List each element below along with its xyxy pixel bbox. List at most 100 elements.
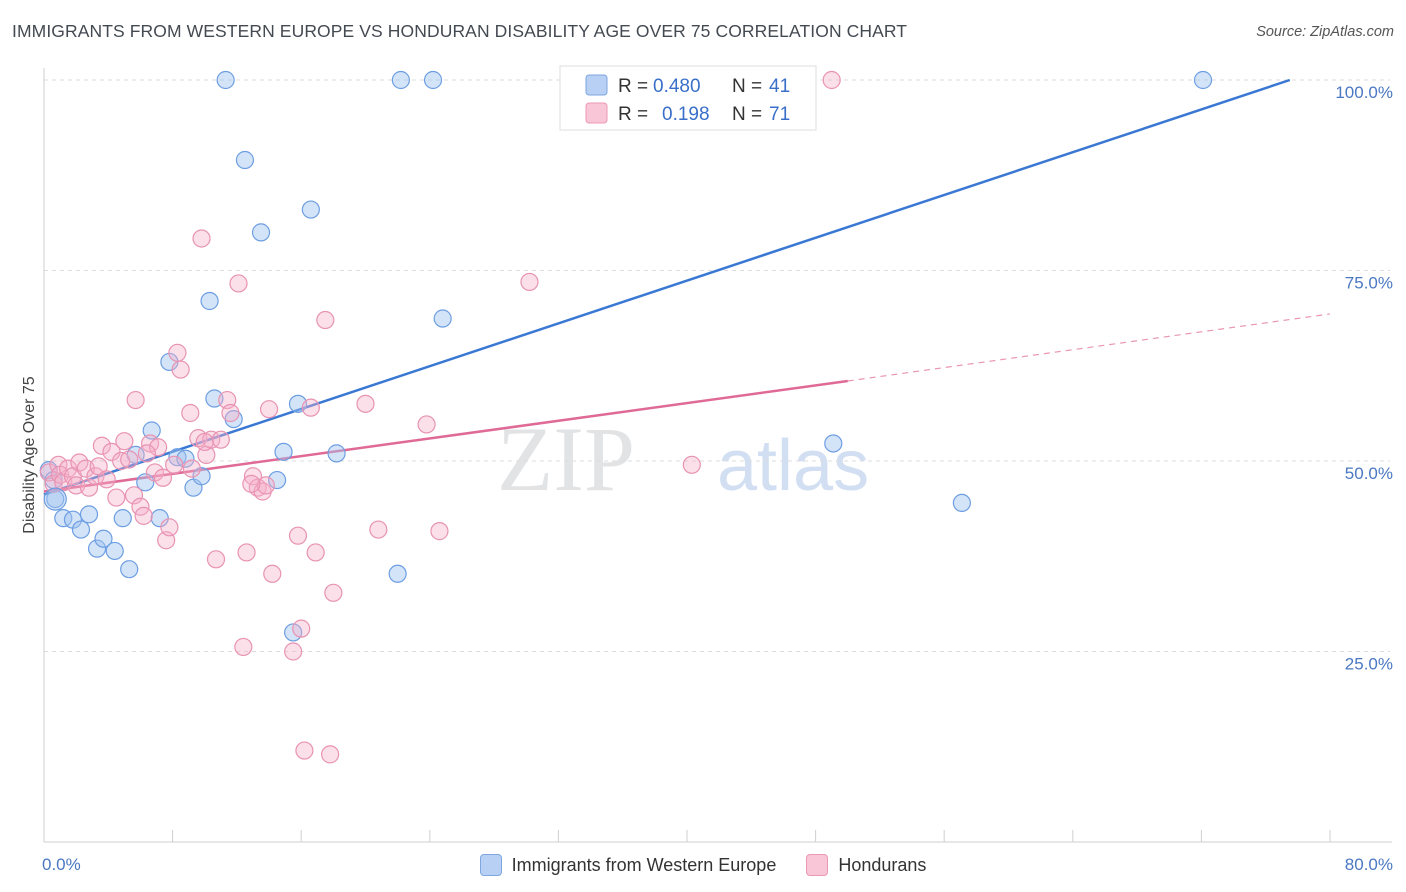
trend-extension-hondurans	[847, 313, 1331, 382]
point-hondurans	[86, 467, 105, 486]
point-hondurans	[242, 474, 261, 493]
point-hondurans	[520, 272, 539, 292]
point-hondurans	[134, 506, 153, 525]
point-hondurans	[256, 476, 275, 495]
point-western-europe	[391, 70, 410, 90]
point-hondurans	[120, 450, 139, 469]
point-hondurans	[182, 459, 201, 478]
legend-swatch-pink	[585, 102, 608, 124]
legend-swatch-western-europe	[479, 854, 502, 876]
legend-r-label-blue: R =	[618, 76, 648, 97]
point-hondurans	[195, 432, 214, 452]
point-western-europe	[200, 291, 219, 311]
point-hondurans	[430, 522, 449, 541]
point-hondurans	[168, 343, 187, 362]
point-hondurans	[89, 457, 108, 476]
point-western-europe	[43, 487, 67, 511]
zipatlas-watermark: ZIP atlas	[497, 408, 869, 510]
legend-r-label-pink: R =	[618, 104, 648, 125]
point-hondurans	[369, 520, 388, 539]
point-hondurans	[292, 619, 311, 638]
point-hondurans	[92, 436, 111, 455]
point-hondurans	[306, 543, 325, 562]
point-western-europe	[824, 434, 843, 453]
legend-label-western-europe: Immigrants from Western Europe	[511, 854, 777, 875]
point-western-europe	[192, 467, 211, 486]
point-hondurans	[137, 444, 156, 463]
point-hondurans	[417, 415, 436, 434]
point-hondurans	[822, 70, 841, 90]
point-hondurans	[356, 394, 375, 413]
point-western-europe	[251, 223, 271, 242]
watermark-zip: ZIP	[497, 408, 635, 510]
stats-legend: R = 0.480 N = 41 R = 0.198 N = 71	[559, 65, 817, 131]
x-tick-label-end: 80.0%	[1345, 855, 1393, 874]
point-hondurans	[221, 403, 240, 423]
point-western-europe	[433, 309, 452, 328]
legend-swatch-blue	[585, 74, 608, 96]
legend-swatch-hondurans	[806, 854, 829, 876]
y-tick-label: 75.0%	[1345, 274, 1393, 293]
watermark-atlas: atlas	[717, 426, 869, 506]
legend-r-value-blue: 0.480	[653, 76, 701, 97]
point-hondurans	[263, 564, 282, 583]
point-hondurans	[229, 274, 248, 293]
point-hondurans	[97, 470, 116, 489]
point-hondurans	[79, 478, 99, 497]
point-western-europe	[87, 539, 107, 558]
point-hondurans	[259, 400, 279, 419]
point-hondurans	[102, 442, 121, 461]
point-western-europe	[274, 442, 293, 461]
point-hondurans	[284, 642, 303, 661]
legend-item-hondurans: Hondurans	[806, 854, 926, 876]
point-western-europe	[79, 505, 99, 524]
point-western-europe	[105, 541, 124, 561]
point-western-europe	[235, 150, 255, 170]
point-western-europe	[952, 493, 971, 513]
legend-item-western-europe: Immigrants from Western Europe	[479, 854, 777, 876]
point-hondurans	[171, 360, 190, 379]
axes: 25.0% 50.0% 75.0% 100.0% 0.0% 80.0%	[42, 68, 1393, 874]
point-western-europe	[1193, 70, 1213, 90]
point-western-europe	[327, 444, 346, 463]
point-hondurans	[149, 438, 168, 457]
point-hondurans	[237, 543, 256, 562]
point-western-europe	[113, 509, 132, 528]
y-tick-label: 100.0%	[1335, 83, 1393, 102]
legend-n-label-blue: N =	[732, 76, 762, 97]
point-western-europe	[120, 560, 139, 579]
point-hondurans	[682, 455, 701, 474]
point-western-europe	[216, 70, 235, 90]
point-hondurans	[288, 526, 308, 545]
data-points	[39, 70, 1213, 764]
source-credit: Source: ZipAtlas.com	[1256, 24, 1394, 40]
point-hondurans	[234, 637, 253, 657]
point-western-europe	[388, 564, 407, 583]
point-hondurans	[107, 488, 126, 507]
point-hondurans	[316, 310, 335, 330]
chart-title: IMMIGRANTS FROM WESTERN EUROPE VS HONDUR…	[12, 21, 908, 41]
legend-n-value-blue: 41	[769, 76, 790, 97]
series-legend: Immigrants from Western Europe Hondurans	[0, 852, 1406, 878]
point-hondurans	[211, 430, 230, 449]
point-hondurans	[324, 583, 343, 602]
x-tick-label-start: 0.0%	[42, 855, 81, 874]
point-hondurans	[243, 467, 263, 486]
y-tick-label: 25.0%	[1345, 655, 1393, 674]
legend-n-value-pink: 71	[769, 104, 790, 125]
point-western-europe	[423, 70, 443, 90]
point-hondurans	[160, 518, 179, 537]
point-hondurans	[192, 229, 211, 248]
point-western-europe	[46, 490, 65, 509]
point-hondurans	[115, 432, 134, 451]
point-hondurans	[153, 468, 173, 487]
point-hondurans	[295, 741, 314, 760]
point-western-europe	[136, 473, 155, 492]
point-western-europe	[94, 529, 113, 548]
point-hondurans	[39, 463, 58, 482]
y-tick-label: 50.0%	[1345, 464, 1393, 483]
point-hondurans	[124, 486, 144, 505]
point-hondurans	[321, 745, 340, 764]
point-hondurans	[165, 455, 184, 474]
